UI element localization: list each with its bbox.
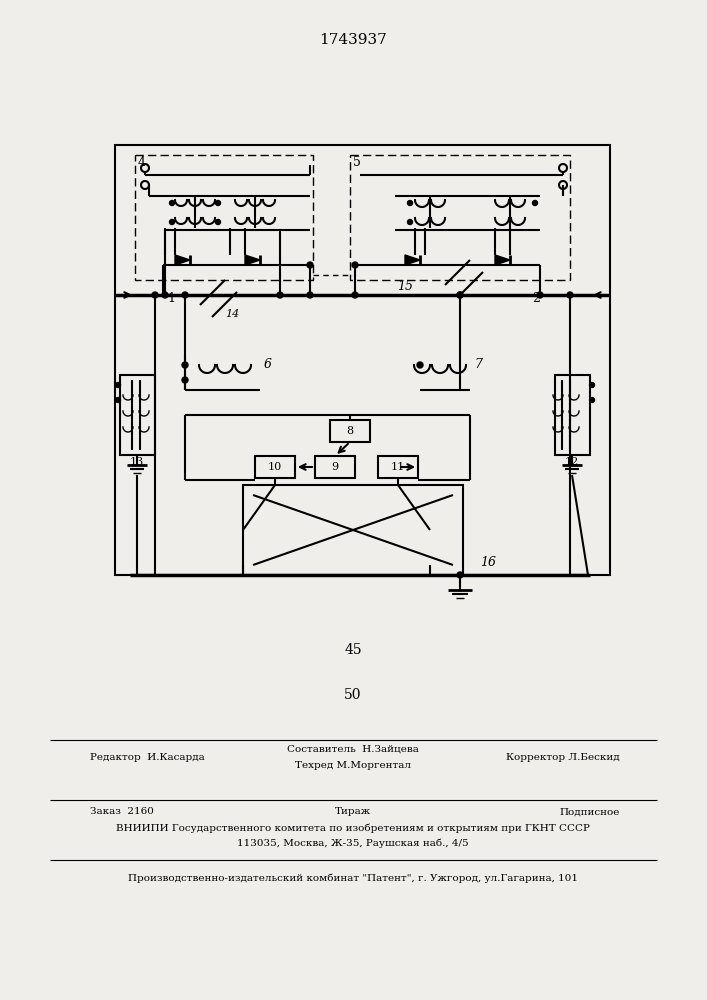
Text: Корректор Л.Бескид: Корректор Л.Бескид [506, 752, 620, 762]
Text: 16: 16 [480, 556, 496, 570]
Bar [555, 375, 590, 455]
Circle shape [162, 292, 168, 298]
Bar [243, 485, 463, 575]
Circle shape [216, 200, 221, 206]
Circle shape [457, 572, 463, 578]
Circle shape [352, 262, 358, 268]
Text: 1: 1 [167, 292, 175, 306]
Circle shape [532, 200, 537, 206]
Bar [115, 145, 610, 575]
Text: Техред М.Моргентал: Техред М.Моргентал [295, 762, 411, 770]
Text: 10: 10 [268, 462, 282, 472]
Text: 11: 11 [391, 462, 405, 472]
Circle shape [182, 377, 188, 383]
Text: 7: 7 [474, 359, 482, 371]
Circle shape [457, 292, 463, 298]
Text: Редактор  И.Касарда: Редактор И.Касарда [90, 752, 205, 762]
Text: ВНИИПИ Государственного комитета по изобретениям и открытиям при ГКНТ СССР: ВНИИПИ Государственного комитета по изоб… [116, 823, 590, 833]
Circle shape [277, 292, 283, 298]
Circle shape [417, 362, 423, 368]
Bar [315, 456, 355, 478]
Polygon shape [405, 255, 420, 265]
Text: 8: 8 [346, 426, 354, 436]
Circle shape [170, 220, 175, 225]
Polygon shape [175, 255, 190, 265]
Text: Составитель  Н.Зайцева: Составитель Н.Зайцева [287, 744, 419, 754]
Text: Подписное: Подписное [560, 808, 620, 816]
Text: Производственно-издательский комбинат "Патент", г. Ужгород, ул.Гагарина, 101: Производственно-издательский комбинат "П… [128, 873, 578, 883]
Circle shape [115, 397, 120, 402]
Circle shape [407, 220, 412, 225]
Text: 1743937: 1743937 [319, 33, 387, 47]
Bar [330, 420, 370, 442]
Text: 6: 6 [264, 359, 272, 371]
Text: 13: 13 [130, 457, 144, 467]
Text: 14: 14 [225, 309, 239, 319]
Circle shape [182, 292, 188, 298]
Circle shape [182, 362, 188, 368]
Circle shape [115, 382, 120, 387]
Polygon shape [495, 255, 510, 265]
Circle shape [307, 292, 313, 298]
Circle shape [407, 200, 412, 206]
Text: 45: 45 [344, 643, 362, 657]
Circle shape [567, 292, 573, 298]
Text: 4: 4 [138, 156, 146, 169]
Circle shape [352, 292, 358, 298]
Text: Тираж: Тираж [335, 808, 371, 816]
Circle shape [457, 292, 463, 298]
Circle shape [216, 220, 221, 225]
Text: 15: 15 [397, 279, 413, 292]
Circle shape [590, 397, 595, 402]
Circle shape [590, 382, 595, 387]
Text: 2: 2 [532, 292, 540, 306]
Bar [120, 375, 155, 455]
Circle shape [537, 292, 543, 298]
Circle shape [152, 292, 158, 298]
Text: 113035, Москва, Ж-35, Раушская наб., 4/5: 113035, Москва, Ж-35, Раушская наб., 4/5 [237, 838, 469, 848]
Text: 5: 5 [353, 156, 361, 169]
Text: Заказ  2160: Заказ 2160 [90, 808, 154, 816]
Polygon shape [245, 255, 260, 265]
Text: 12: 12 [565, 457, 579, 467]
Bar [255, 456, 295, 478]
Bar [378, 456, 418, 478]
Text: 9: 9 [332, 462, 339, 472]
Text: 50: 50 [344, 688, 362, 702]
Circle shape [307, 262, 313, 268]
Circle shape [170, 200, 175, 206]
